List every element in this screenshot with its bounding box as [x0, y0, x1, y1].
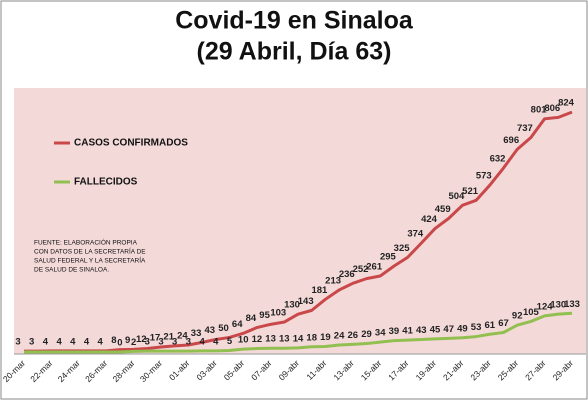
- data-label: 17: [150, 333, 161, 344]
- data-label: 39: [389, 326, 400, 337]
- data-label: 4: [70, 336, 76, 347]
- data-label: 13: [279, 334, 290, 345]
- source-note: SALUD FEDERAL Y LA SECRETARÍA: [34, 256, 146, 265]
- series-line: [24, 110, 573, 353]
- source-note: CON DATOS DE LA SECRETARÍA DE: [34, 247, 146, 256]
- data-label: 3: [145, 337, 150, 348]
- data-label: 4: [84, 336, 90, 347]
- data-label: 4: [56, 336, 62, 347]
- data-label: 824: [558, 98, 575, 109]
- data-label: 213: [325, 276, 341, 287]
- data-label: 3: [29, 337, 34, 348]
- data-label: 2: [131, 337, 136, 348]
- data-label: 3: [158, 337, 163, 348]
- data-label: 4: [98, 336, 104, 347]
- data-label: 47: [443, 324, 454, 335]
- data-label: 5: [227, 336, 233, 347]
- data-label: 14: [293, 333, 304, 344]
- data-label: 24: [177, 331, 188, 342]
- data-label: 67: [498, 318, 509, 329]
- data-label: 459: [435, 204, 451, 215]
- data-label: 696: [503, 135, 519, 146]
- data-label: 261: [366, 262, 383, 273]
- data-label: 252: [353, 264, 369, 275]
- data-label: 124: [537, 301, 554, 312]
- data-label: 133: [564, 299, 580, 310]
- data-label: 130: [284, 300, 300, 311]
- data-label: 29: [361, 329, 372, 340]
- data-label: 143: [298, 296, 314, 307]
- data-label: 295: [380, 252, 397, 263]
- data-label: 61: [485, 320, 496, 331]
- data-label: 103: [270, 308, 286, 319]
- source-note: DE SALUD DE SINALOA.: [34, 267, 109, 274]
- chart-title: Covid-19 en Sinaloa: [175, 7, 414, 35]
- series-line: [24, 311, 573, 354]
- data-label: 504: [448, 191, 465, 202]
- data-label: 4: [43, 336, 49, 347]
- data-label: 105: [523, 307, 540, 318]
- data-label: 130: [550, 300, 566, 311]
- data-label: 50: [218, 323, 229, 334]
- data-label: 8: [111, 335, 116, 346]
- data-label: 21: [163, 331, 174, 342]
- data-label: 4: [213, 336, 219, 347]
- data-label: 3: [186, 337, 191, 348]
- data-label: 632: [490, 154, 506, 165]
- data-label: 53: [471, 322, 482, 333]
- plot-area: [14, 88, 586, 354]
- data-label: 801: [531, 104, 548, 115]
- data-label: 49: [457, 323, 468, 334]
- legend-label: CASOS CONFIRMADOS: [74, 138, 188, 149]
- data-label: 64: [232, 319, 243, 330]
- data-label: 3: [15, 337, 20, 348]
- data-label: 12: [252, 334, 263, 345]
- data-label: 4: [199, 336, 205, 347]
- data-label: 95: [259, 310, 270, 321]
- data-label: 26: [348, 330, 359, 341]
- data-label: 573: [476, 171, 492, 182]
- data-label: 236: [339, 269, 355, 280]
- data-label: 92: [512, 311, 523, 322]
- legend-label: FALLECIDOS: [74, 177, 138, 188]
- data-label: 806: [544, 103, 560, 114]
- data-label: 374: [407, 229, 424, 240]
- data-label: 24: [334, 331, 345, 342]
- data-label: 41: [402, 326, 413, 337]
- data-label: 424: [421, 214, 438, 225]
- data-label: 181: [311, 285, 328, 296]
- data-label: 12: [136, 334, 147, 345]
- data-label: 3: [172, 337, 177, 348]
- data-label: 9: [125, 335, 130, 346]
- data-label: 84: [246, 313, 257, 324]
- data-label: 34: [375, 328, 386, 339]
- data-label: 45: [430, 324, 441, 335]
- data-label: 521: [462, 186, 479, 197]
- data-label: 43: [416, 325, 427, 336]
- data-label: 10: [238, 335, 249, 346]
- data-label: 737: [517, 123, 533, 134]
- data-label: 19: [320, 332, 331, 343]
- data-label: 18: [306, 332, 317, 343]
- data-label: 43: [205, 325, 216, 336]
- data-label: 13: [265, 334, 276, 345]
- chart-title: (29 Abril, Día 63): [197, 38, 392, 66]
- source-note: FUENTE: ELABORACIÓN PROPIA: [34, 238, 138, 247]
- data-label: 0: [117, 338, 122, 349]
- data-label: 325: [394, 243, 411, 254]
- data-label: 33: [191, 328, 202, 339]
